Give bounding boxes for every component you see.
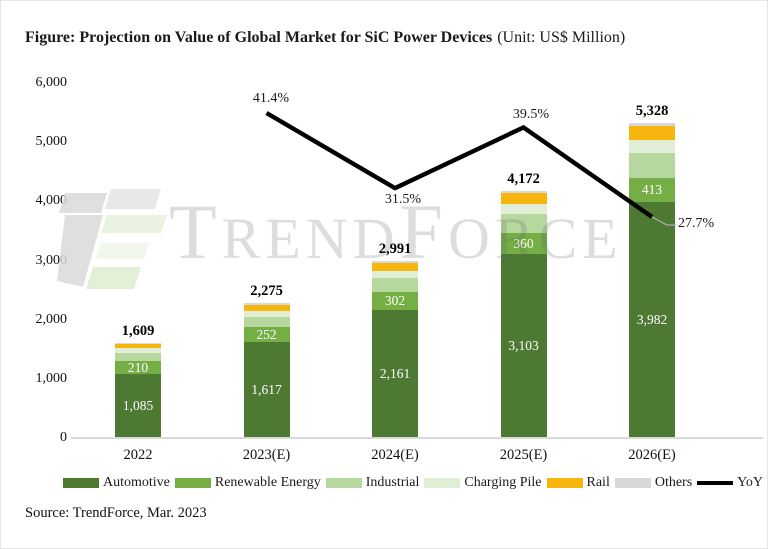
bar-segment-charging-pile [500, 204, 547, 215]
yoy-point-label: 31.5% [384, 192, 422, 207]
trendforce-logo-watermark [57, 189, 167, 289]
bar-segment-renewable-energy: 413 [629, 177, 675, 203]
legend-color-swatch [325, 478, 362, 488]
bar-segment-industrial [500, 214, 547, 234]
legend-label: Renewable Energy [214, 475, 321, 490]
bar-total-label: 1,609 [121, 322, 155, 339]
bar-segment-rail [629, 125, 675, 140]
bar-segment-industrial [243, 316, 290, 328]
bar-segment-automotive: 3,103 [500, 254, 547, 438]
bar-segment-others [372, 261, 418, 263]
x-axis-label-2023-e-: 2023(E) [242, 447, 291, 463]
y-axis-tick-label: 6,000 [35, 75, 68, 90]
yoy-point-label: 39.5% [512, 107, 550, 122]
x-axis-label-2022: 2022 [123, 447, 153, 463]
bar-stack-2024-e-: 302 2,161 [372, 261, 418, 438]
bar-value-label: 302 [384, 293, 406, 309]
bar-value-label: 413 [641, 182, 663, 198]
yoy-point-label: 27.7% [678, 216, 715, 231]
bar-segment-renewable-energy: 252 [243, 327, 290, 343]
legend-label: Rail [586, 475, 610, 490]
watermark-text-part: T [169, 188, 222, 275]
bar-segment-charging-pile [243, 310, 290, 317]
bar-segment-rail [500, 193, 547, 205]
legend-item-yoy: YoY [697, 475, 763, 491]
legend-item-rail: Rail [546, 475, 610, 491]
bar-value-label: 360 [513, 235, 534, 251]
x-axis-label-2025-e-: 2025(E) [499, 447, 548, 463]
bar-value-label: 1,085 [122, 398, 154, 414]
bar-segment-automotive: 1,617 [243, 342, 290, 438]
legend-color-swatch [546, 478, 583, 488]
legend-label: Industrial [365, 475, 420, 490]
chart-title-unit: (Unit: US$ Million) [497, 29, 626, 46]
legend-color-swatch [63, 478, 99, 488]
bar-segment-charging-pile [629, 139, 675, 153]
source-note: Source: TrendForce, Mar. 2023 [25, 505, 207, 521]
x-axis-label-2024-e-: 2024(E) [371, 447, 419, 463]
bar-segment-renewable-energy: 210 [115, 359, 161, 375]
bar-value-label: 210 [127, 359, 149, 375]
bar-segment-charging-pile [372, 270, 418, 279]
bar-value-label: 3,103 [508, 338, 539, 354]
legend-label: YoY [737, 475, 763, 490]
legend-label: Automotive [103, 475, 170, 490]
legend-item-charging-pile: Charging Pile [424, 475, 542, 491]
bar-segment-industrial [372, 278, 418, 293]
bar-segment-charging-pile [115, 348, 161, 354]
bar-segment-others [115, 342, 161, 344]
bar-total-label: 2,275 [250, 283, 283, 300]
x-axis-line [71, 437, 763, 439]
bar-stack-2022: 210 1,085 [115, 342, 161, 438]
bar-segment-automotive: 3,982 [629, 202, 675, 438]
legend-color-swatch [174, 478, 211, 488]
legend-item-others: Others [614, 475, 693, 491]
bar-segment-automotive: 2,161 [372, 310, 418, 438]
yoy-point-label: 41.4% [252, 91, 290, 106]
bar-stack-2025-e-: 360 3,103 [500, 191, 547, 438]
bar-segment-automotive: 1,085 [115, 373, 161, 438]
bar-value-label: 252 [256, 327, 277, 343]
y-axis-tick-label: 5,000 [35, 134, 68, 150]
chart-title-main: Figure: Projection on Value of Global Ma… [25, 29, 493, 46]
legend-label: Charging Pile [464, 475, 542, 490]
bar-value-label: 2,161 [379, 366, 411, 382]
bar-total-label: 2,991 [378, 241, 412, 258]
bar-total-label: 5,328 [635, 102, 669, 119]
y-axis-tick-label: 4,000 [35, 193, 68, 209]
bar-stack-2023-e-: 252 1,617 [243, 303, 290, 438]
y-axis-tick-label: 3,000 [35, 252, 68, 268]
bar-total-label: 4,172 [507, 171, 540, 188]
legend-item-automotive: Automotive [63, 475, 170, 491]
bar-segment-rail [243, 304, 290, 311]
chart-title: Figure: Projection on Value of Global Ma… [25, 29, 625, 47]
bar-segment-rail [115, 343, 161, 349]
y-axis-tick-label: 2,000 [35, 311, 68, 327]
bar-segment-renewable-energy: 360 [500, 233, 547, 255]
bar-stack-2026-e-: 413 3,982 [629, 122, 675, 438]
legend-item-renewable-energy: Renewable Energy [174, 475, 321, 491]
legend-line-swatch [697, 481, 734, 485]
bar-segment-rail [372, 262, 418, 271]
legend-item-industrial: Industrial [325, 475, 420, 491]
yoy-line [265, 111, 654, 219]
bar-value-label: 3,982 [636, 312, 668, 328]
bar-segment-industrial [629, 152, 675, 178]
bar-segment-industrial [115, 353, 161, 362]
y-axis-tick-label: 1,000 [35, 370, 68, 386]
legend-color-swatch [614, 478, 651, 488]
y-axis-tick-label: 0 [60, 430, 67, 445]
x-axis-label-2026-e-: 2026(E) [628, 447, 676, 463]
legend-label: Others [654, 475, 693, 490]
legend-color-swatch [424, 478, 461, 488]
bar-value-label: 1,617 [251, 382, 282, 398]
legend: Automotive Renewable Energy Industrial Char… [63, 475, 763, 491]
bar-segment-renewable-energy: 302 [372, 292, 418, 311]
bar-segment-others [243, 303, 290, 305]
